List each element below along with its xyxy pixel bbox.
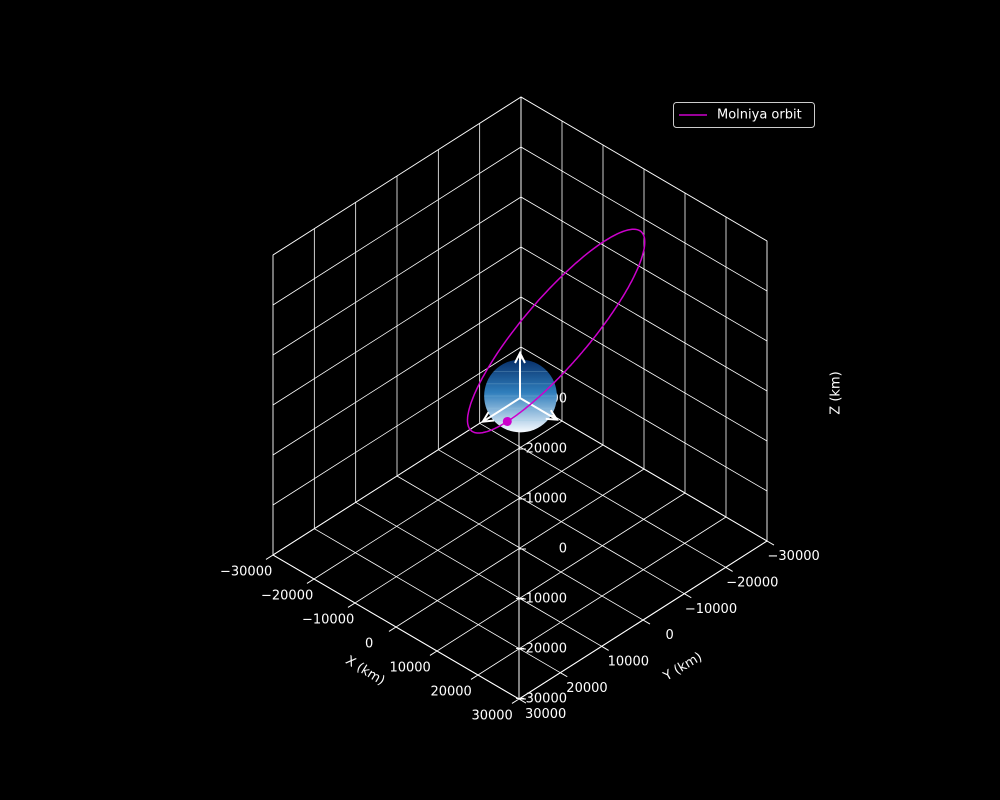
grid-line-y-floor — [354, 444, 604, 604]
x-tick-label: −20000 — [726, 575, 778, 590]
y-tick-mark — [511, 698, 520, 704]
z-tick-label: 0 — [559, 541, 567, 556]
grid-line-z-wall — [272, 146, 522, 306]
y-axis-label: Y (km) — [660, 650, 705, 685]
satellite-marker — [502, 416, 512, 426]
y-tick-label: −30000 — [220, 565, 272, 580]
z-axis-label: Z (km) — [829, 371, 844, 414]
orbit-line — [466, 228, 646, 434]
x-tick-label: −10000 — [685, 602, 737, 617]
x-tick-mark — [560, 672, 568, 678]
grid-line-z-wall — [272, 246, 522, 406]
orbit-layer — [466, 228, 646, 434]
y-tick-label: 10000 — [389, 661, 430, 676]
x-axis-label: X (km) — [343, 653, 388, 689]
arrow-y-head — [545, 409, 559, 421]
x-tick-label: 20000 — [566, 681, 607, 696]
y-tick-mark — [470, 674, 479, 680]
arrow-y-shaft — [519, 397, 558, 421]
x-tick-mark — [725, 566, 733, 572]
grid-line-z-wall — [272, 346, 522, 506]
arrow-x-shaft — [482, 397, 521, 423]
y-tick-label: −20000 — [261, 589, 313, 604]
grid-line-z-wall — [520, 146, 768, 292]
grid-line-z-wall — [520, 296, 768, 442]
grid-line-z-wall — [520, 196, 768, 342]
grid-line-z-wall — [272, 196, 522, 356]
legend-label: Molniya orbit — [717, 108, 802, 123]
grid-line-y-floor — [436, 492, 686, 652]
grid-lines — [272, 96, 768, 700]
x-tick-label: 0 — [666, 628, 674, 643]
z-tick-label: 20000 — [526, 441, 567, 456]
y-tick-label: 0 — [365, 637, 373, 652]
grid-line-y-floor — [313, 420, 563, 580]
z-tick-label: 10000 — [526, 491, 567, 506]
grid-line-z-wall — [520, 396, 768, 542]
x-tick-label: −30000 — [768, 549, 820, 564]
grid-line-z-wall — [272, 296, 522, 456]
z-tick-label: −10000 — [515, 591, 567, 606]
x-tick-mark — [642, 619, 651, 625]
y-tick-mark — [265, 554, 274, 560]
grid-line-z-wall — [272, 396, 522, 556]
z-tick-label: −30000 — [515, 691, 567, 706]
y-tick-mark — [306, 578, 315, 584]
grid-line-z-wall — [520, 96, 768, 242]
legend-box — [673, 102, 815, 128]
y-tick-label: 30000 — [471, 709, 512, 724]
y-tick-label: 20000 — [430, 685, 471, 700]
z-tick-label: −20000 — [515, 641, 567, 656]
arrow-z-head — [514, 350, 526, 364]
grid-line-z-wall — [272, 96, 522, 256]
y-tick-mark — [388, 626, 397, 632]
x-tick-mark — [601, 645, 609, 651]
x-tick-label: 10000 — [608, 654, 649, 669]
arrow-x-head — [480, 411, 495, 423]
y-tick-mark — [347, 602, 356, 608]
grid-line-y-floor — [395, 468, 645, 628]
grid-line-z-wall — [520, 246, 768, 392]
legend: Molniya orbit — [673, 102, 815, 128]
y-tick-label: −10000 — [302, 613, 354, 628]
x-tick-mark — [684, 593, 692, 599]
x-tick-mark — [518, 698, 527, 704]
x-tick-mark — [766, 540, 775, 546]
coordinate-arrows — [480, 350, 559, 423]
y-tick-mark — [429, 650, 438, 656]
grid-line-z-wall — [520, 346, 768, 492]
x-tick-label: 30000 — [525, 707, 566, 722]
